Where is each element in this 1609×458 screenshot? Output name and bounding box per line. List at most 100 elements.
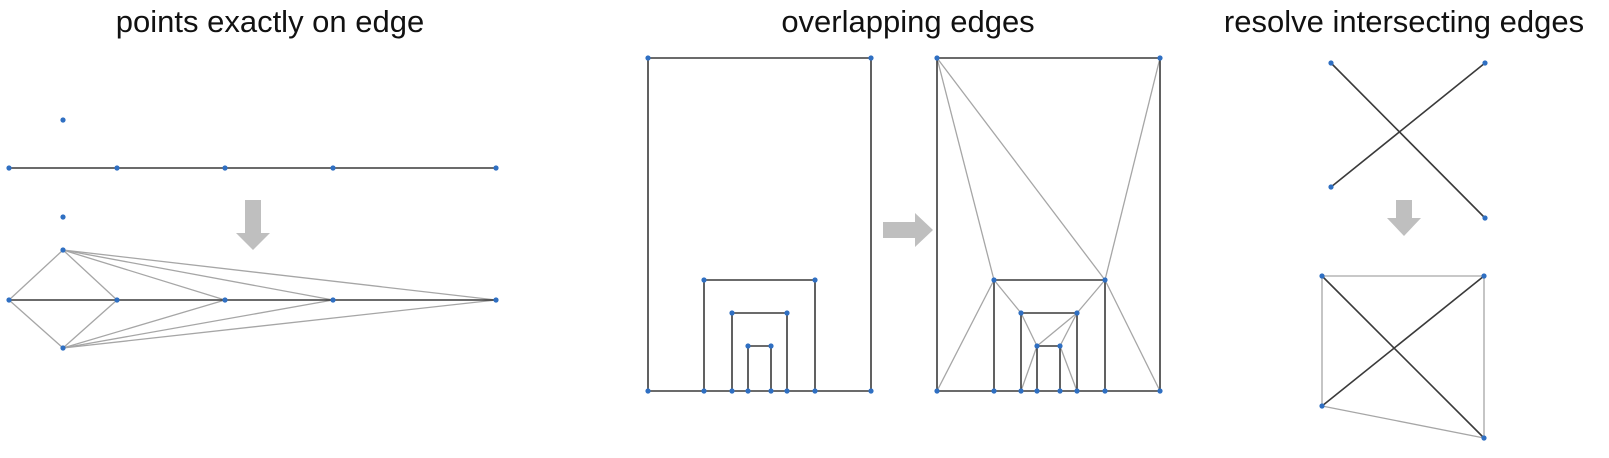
vertex: [812, 388, 818, 394]
added-edge: [1059, 345, 1078, 392]
vertex: [6, 165, 12, 171]
added-edge: [1036, 312, 1078, 347]
vertex: [934, 388, 940, 394]
vertex: [701, 388, 707, 394]
vertex: [768, 388, 774, 394]
input-edge: [993, 279, 1106, 391]
vertex: [1018, 388, 1024, 394]
added-edge: [993, 279, 1022, 314]
input-edge: [1330, 62, 1486, 219]
vertex: [1482, 60, 1488, 66]
resolve-result: [1319, 273, 1487, 441]
title-points-on-edge: points exactly on edge: [115, 4, 425, 39]
input-edge: [1330, 62, 1486, 188]
vertex: [868, 55, 874, 61]
vertex: [1102, 277, 1108, 283]
vertex: [1157, 388, 1163, 394]
added-edge: [1104, 57, 1161, 281]
points-input: [6, 117, 499, 220]
vertex: [114, 297, 120, 303]
vertex: [991, 388, 997, 394]
vertex: [493, 297, 499, 303]
vertex: [1328, 184, 1334, 190]
vertex: [60, 345, 66, 351]
added-edge: [62, 249, 226, 301]
vertex: [1157, 55, 1163, 61]
overlap-input: [645, 55, 874, 394]
vertex: [6, 297, 12, 303]
vertex: [645, 388, 651, 394]
vertex: [1034, 388, 1040, 394]
vertex: [1102, 388, 1108, 394]
vertex: [934, 55, 940, 61]
panel-overlapping-edges: [645, 55, 1163, 394]
input-edge: [647, 57, 872, 392]
vertex: [60, 214, 66, 220]
input-edge: [1321, 275, 1485, 407]
vertex: [1018, 310, 1024, 316]
vertex: [745, 343, 751, 349]
input-edge: [1321, 275, 1485, 439]
added-edge: [62, 299, 334, 349]
input-edge: [703, 279, 816, 391]
input-edge: [1036, 345, 1061, 391]
added-edge: [1020, 345, 1038, 392]
vertex: [1319, 273, 1325, 279]
vertex: [222, 297, 228, 303]
vertex: [1074, 310, 1080, 316]
vertex: [1481, 435, 1487, 441]
added-edge: [936, 57, 995, 281]
resolve-input: [1328, 60, 1488, 221]
added-edge: [62, 249, 118, 301]
arrow-right-icon: [883, 213, 933, 247]
added-edge: [936, 57, 1106, 281]
title-resolve-intersecting-edges: resolve intersecting edges: [1223, 4, 1585, 39]
vertex: [1481, 273, 1487, 279]
added-edge: [62, 299, 226, 349]
vertex: [60, 117, 66, 123]
input-edge: [1020, 312, 1078, 391]
vertex: [60, 247, 66, 253]
vertex: [784, 388, 790, 394]
panel-points-on-edge: [6, 117, 499, 351]
vertex: [330, 297, 336, 303]
vertex: [1034, 343, 1040, 349]
arrow-down-icon: [1387, 200, 1421, 236]
overlap-result: [934, 55, 1163, 394]
vertex: [784, 310, 790, 316]
added-edge: [8, 299, 64, 349]
vertex: [1057, 343, 1063, 349]
added-edge: [8, 249, 64, 301]
added-edge: [62, 249, 497, 301]
title-overlapping-edges: overlapping edges: [781, 4, 1035, 39]
added-edge: [62, 299, 118, 349]
added-edge: [1321, 405, 1485, 439]
vertex: [1057, 388, 1063, 394]
vertex: [1319, 403, 1325, 409]
vertex: [645, 55, 651, 61]
input-edge: [731, 312, 788, 391]
added-edge: [1104, 279, 1161, 392]
vertex: [114, 165, 120, 171]
added-edge: [936, 279, 995, 392]
input-edge: [936, 57, 1161, 392]
added-edge: [1020, 312, 1038, 347]
panel-resolve-intersecting-edges: [1319, 60, 1488, 441]
vertex: [812, 277, 818, 283]
input-edge: [747, 345, 772, 391]
added-edge: [1076, 279, 1106, 314]
vertex: [745, 388, 751, 394]
vertex: [868, 388, 874, 394]
vertex: [1482, 215, 1488, 221]
added-edge: [1059, 312, 1078, 347]
arrow-down-icon: [236, 200, 270, 250]
vertex: [493, 165, 499, 171]
vertex: [701, 277, 707, 283]
vertex: [1074, 388, 1080, 394]
vertex: [729, 388, 735, 394]
vertex: [991, 277, 997, 283]
points-result: [6, 247, 499, 351]
vertex: [222, 165, 228, 171]
vertex: [729, 310, 735, 316]
